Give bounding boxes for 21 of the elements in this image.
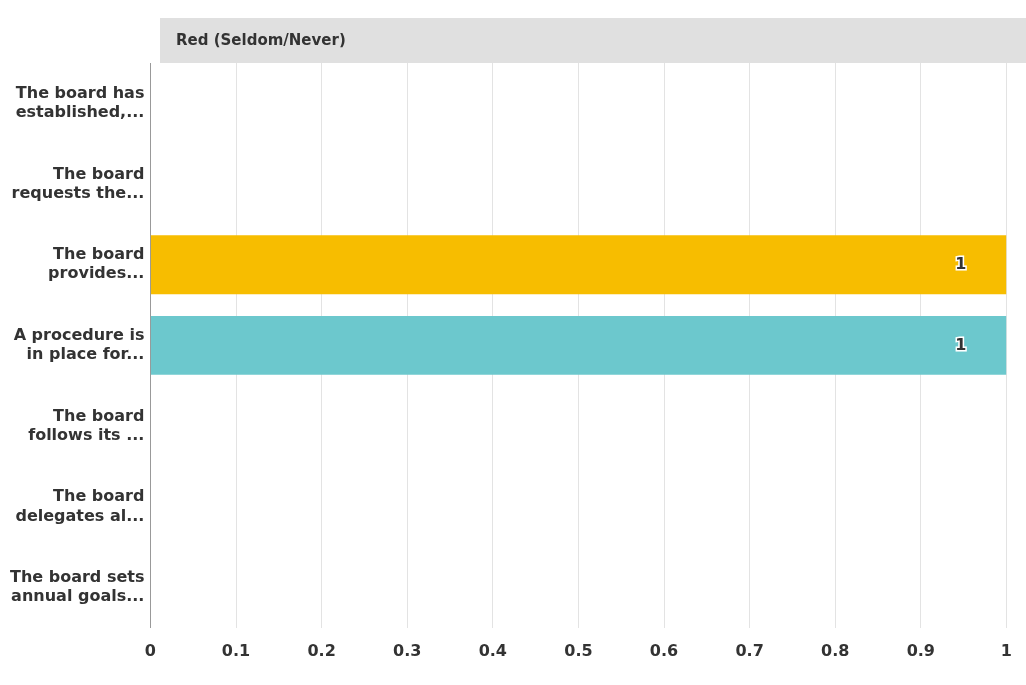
x-tick-label: 0 bbox=[144, 640, 156, 660]
y-tick-label: The board requests the... bbox=[11, 163, 145, 202]
y-tick-label: The board follows its ... bbox=[28, 405, 145, 444]
y-tick-label: The board has established,... bbox=[15, 82, 145, 122]
x-tick-label: 0.1 bbox=[221, 640, 251, 660]
x-tick-label: 0.8 bbox=[821, 640, 850, 660]
data-label: 1 bbox=[955, 334, 967, 354]
y-tick-label: The board delegates al... bbox=[15, 486, 145, 525]
data-label: 1 bbox=[955, 253, 967, 273]
x-tick-label: 0.6 bbox=[649, 640, 679, 660]
y-tick-label: The board sets annual goals... bbox=[9, 567, 145, 606]
x-tick-label: 0.5 bbox=[564, 640, 593, 660]
x-tick-label: 0.4 bbox=[478, 640, 507, 660]
x-tick-label: 1 bbox=[1000, 640, 1012, 660]
x-tick-label: 0.2 bbox=[307, 640, 336, 660]
x-tick-label: 0.7 bbox=[735, 640, 764, 660]
y-tick-label: A procedure is in place for... bbox=[13, 324, 145, 364]
x-tick-label: 0.3 bbox=[393, 640, 422, 660]
chart-title: Red (Seldom/Never) bbox=[160, 18, 1026, 63]
y-tick-label: The board provides... bbox=[48, 244, 145, 283]
x-tick-label: 0.9 bbox=[906, 640, 936, 660]
